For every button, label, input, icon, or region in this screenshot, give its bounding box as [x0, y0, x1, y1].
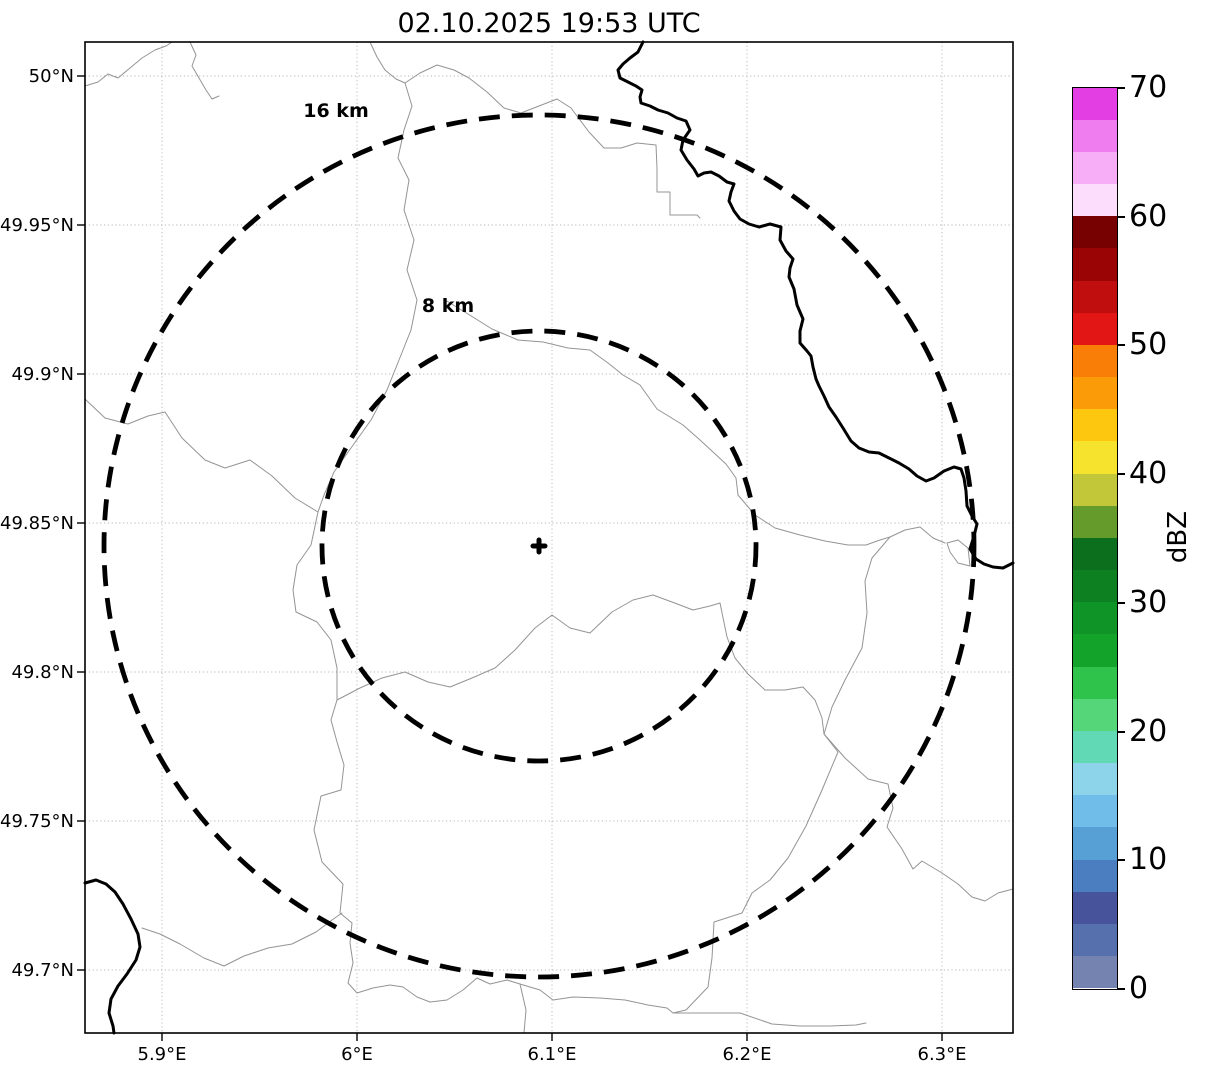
colorbar-segment: [1073, 409, 1117, 442]
colorbar-segment: [1073, 666, 1117, 699]
lon-tick-label: 5.9°E: [138, 1044, 187, 1065]
colorbar-unit-label: dBZ: [1163, 510, 1193, 564]
colorbar-segment: [1073, 473, 1117, 506]
admin-boundaries: [84, 41, 1014, 1034]
colorbar-segment: [1073, 441, 1117, 474]
colorbar-segment: [1073, 730, 1117, 764]
colorbar-segment: [1073, 344, 1117, 378]
colorbar-segment: [1073, 763, 1117, 796]
lat-tick-label: 49.95°N: [0, 215, 74, 236]
colorbar-tick-label: 60: [1129, 198, 1168, 234]
colorbar-tick: [1118, 859, 1125, 862]
colorbar-tick: [1118, 730, 1125, 733]
lon-tick-label: 6.2°E: [723, 1044, 772, 1065]
colorbar-tick-label: 30: [1129, 584, 1168, 620]
colorbar-segment: [1073, 634, 1117, 667]
lat-tick-label: 49.85°N: [0, 513, 74, 534]
colorbar-segment: [1073, 119, 1117, 152]
lat-tick-label: 49.9°N: [11, 364, 74, 385]
colorbar-segment: [1073, 184, 1117, 217]
latlon-grid: [85, 42, 1013, 1033]
range-ring-16km: [101, 112, 977, 980]
colorbar-tick-label: 10: [1129, 842, 1168, 878]
colorbar-segment: [1073, 312, 1117, 345]
colorbar-tick: [1118, 473, 1125, 476]
colorbar-segment: [1073, 827, 1117, 860]
colorbar-tick: [1118, 601, 1125, 604]
lon-tick-label: 6.3°E: [918, 1044, 967, 1065]
range-ring-8km: [319, 328, 759, 764]
colorbar-segment: [1073, 859, 1117, 892]
lat-tick-label: 49.7°N: [11, 960, 74, 981]
river-border-southwest: [83, 878, 142, 1035]
river-border: [83, 40, 1015, 1035]
colorbar-segment: [1073, 248, 1117, 281]
lon-tick-labels: 5.9°E 6°E 6.1°E 6.2°E 6.3°E: [138, 1044, 967, 1065]
colorbar-tick-label: 40: [1129, 456, 1168, 492]
lat-tick-label: 50°N: [29, 66, 74, 87]
colorbar-tick: [1118, 988, 1125, 990]
colorbar-segment: [1073, 602, 1117, 635]
colorbar-segment: [1073, 216, 1117, 249]
colorbar-segment: [1073, 956, 1117, 989]
colorbar-segment: [1073, 891, 1117, 924]
colorbar-segment: [1073, 280, 1117, 313]
lon-tick-label: 6°E: [341, 1044, 373, 1065]
colorbar-tick-label: 0: [1129, 971, 1149, 1006]
plot-title: 02.10.2025 19:53 UTC: [397, 8, 700, 39]
radar-site-marker: [530, 537, 548, 555]
colorbar-tick: [1118, 215, 1125, 218]
colorbar-tick: [1118, 344, 1125, 347]
colorbar-segment: [1073, 537, 1117, 571]
axis-ticks: [77, 75, 943, 1041]
lat-tick-labels: 50°N 49.95°N 49.9°N 49.85°N 49.8°N 49.75…: [0, 66, 74, 981]
colorbar-segment: [1073, 570, 1117, 603]
colorbar-segment: [1073, 377, 1117, 410]
colorbar-tick-label: 20: [1129, 713, 1168, 749]
lat-tick-label: 49.8°N: [11, 662, 74, 683]
colorbar-segment: [1073, 505, 1117, 538]
colorbar-tick-label: 70: [1129, 70, 1168, 105]
colorbar-segment: [1073, 923, 1117, 957]
colorbar-tick: [1118, 87, 1125, 89]
lat-tick-label: 49.75°N: [0, 811, 74, 832]
range-ring-16km-label: 16 km: [303, 100, 369, 122]
colorbar-segment: [1073, 795, 1117, 828]
colorbar-tick-label: 50: [1129, 327, 1168, 363]
lon-tick-label: 6.1°E: [528, 1044, 577, 1065]
colorbar-segment: [1073, 151, 1117, 185]
colorbar-segment: [1073, 698, 1117, 731]
colorbar: [1072, 86, 1118, 990]
range-ring-8km-label: 8 km: [422, 295, 474, 317]
colorbar-segment: [1073, 87, 1117, 120]
plot-border: [84, 41, 1014, 1034]
